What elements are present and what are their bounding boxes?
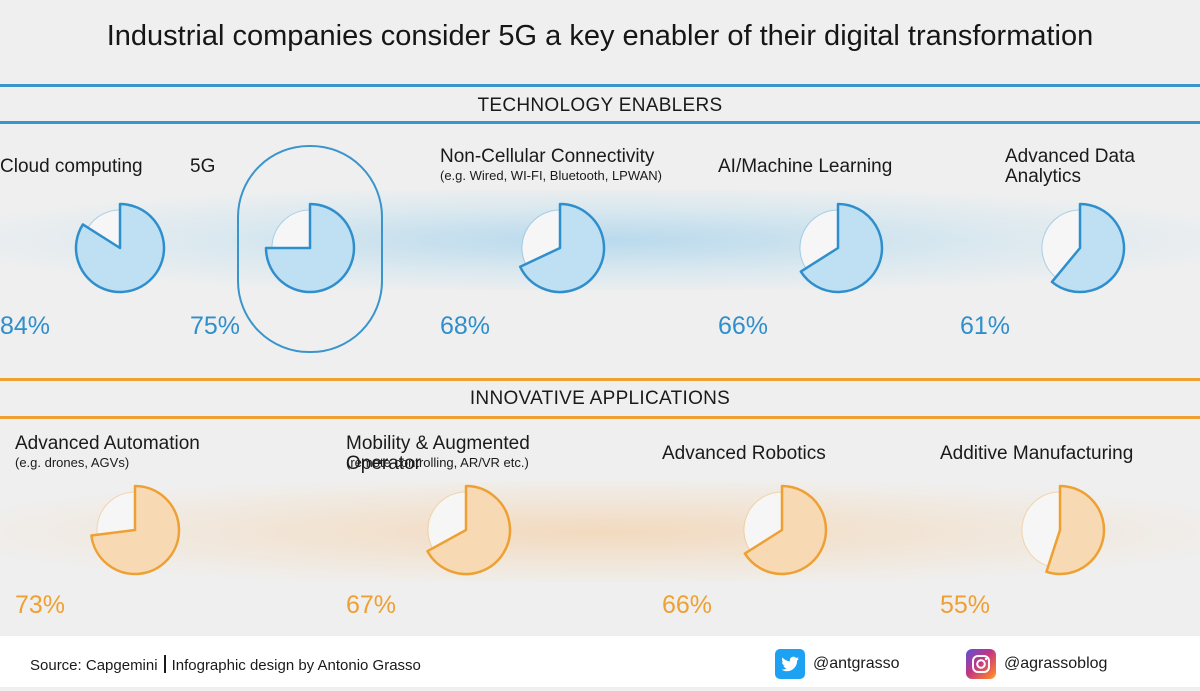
non-cellular-connectivity-remainder-slice <box>521 209 561 265</box>
separator <box>163 655 166 673</box>
twitter-link[interactable]: @antgrasso <box>775 648 900 680</box>
section-title-technology: TECHNOLOGY ENABLERS <box>477 95 723 116</box>
section-title-applications: INNOVATIVE APPLICATIONS <box>469 388 731 409</box>
mobility-augmented-operator-pie <box>426 484 512 576</box>
pie-value-label: 73% <box>15 591 66 619</box>
twitter-icon <box>775 648 805 679</box>
pie-value-label: 68% <box>440 312 491 340</box>
mobility-augmented-operator-value-slice <box>426 484 512 576</box>
advanced-robotics-value-slice <box>743 484 828 576</box>
pie-label: 5G <box>190 156 216 177</box>
advanced-data-analytics-value-slice <box>1050 202 1126 294</box>
advanced-automation-remainder-slice <box>96 491 136 536</box>
page-title: Industrial companies consider 5G a key e… <box>106 20 1094 52</box>
instagram-icon <box>966 648 996 679</box>
divider <box>0 416 1200 419</box>
pie-label: Non-Cellular Connectivity <box>440 146 655 167</box>
pie-value-label: 66% <box>718 312 769 340</box>
footer <box>0 636 1200 687</box>
ai-machine-learning-pie <box>799 202 884 294</box>
divider <box>0 121 1200 124</box>
pie-label: Mobility & Augmented Operator <box>346 433 530 474</box>
pie-value-label: 66% <box>662 591 713 619</box>
pie-value-label: 67% <box>346 591 397 619</box>
source-text: Source: Capgemini <box>30 657 158 674</box>
pie-sublabel: (remote controlling, AR/VR etc.) <box>346 455 529 470</box>
pie-value-label: 61% <box>960 312 1011 340</box>
instagram-handle: @agrassoblog <box>1004 655 1108 672</box>
divider <box>0 84 1200 87</box>
pie-label: Cloud computing <box>0 156 143 177</box>
pie-sublabel: (e.g. drones, AGVs) <box>15 455 130 470</box>
highlight-outline-5g <box>237 145 383 353</box>
pie-label: Advanced Data Analytics <box>1005 146 1135 187</box>
cloud-computing-pie <box>74 202 166 294</box>
5g-remainder-slice <box>271 209 311 249</box>
source-credit: Source: Capgemini Infographic design by A… <box>30 655 421 674</box>
cloud-computing-value-slice <box>74 202 166 294</box>
pie-value-label: 75% <box>190 312 241 340</box>
highlight-band <box>0 482 1200 582</box>
credit-text: Infographic design by Antonio Grasso <box>171 657 421 674</box>
additive-manufacturing-remainder-slice <box>1021 491 1061 567</box>
5g-value-slice <box>264 202 356 294</box>
pie-label: Additive Manufacturing <box>940 443 1134 464</box>
ai-machine-learning-value-slice <box>799 202 884 294</box>
instagram-link[interactable]: @agrassoblog <box>966 648 1107 680</box>
additive-manufacturing-pie <box>1021 484 1106 576</box>
additive-manufacturing-value-slice <box>1045 484 1106 576</box>
advanced-data-analytics-remainder-slice <box>1041 209 1081 278</box>
twitter-handle: @antgrasso <box>813 655 900 672</box>
non-cellular-connectivity-value-slice <box>518 202 606 294</box>
pie-label: Advanced Robotics <box>662 443 826 464</box>
pie-value-label: 84% <box>0 312 51 340</box>
divider <box>0 378 1200 381</box>
pie-value-label: 55% <box>940 591 991 619</box>
pie-label: Advanced Automation <box>15 433 200 454</box>
5g-pie <box>264 202 356 294</box>
advanced-automation-value-slice <box>90 484 181 576</box>
advanced-automation-pie <box>90 484 181 576</box>
non-cellular-connectivity-pie <box>518 202 606 294</box>
advanced-robotics-pie <box>743 484 828 576</box>
pie-label: AI/Machine Learning <box>718 156 893 177</box>
advanced-data-analytics-pie <box>1041 202 1126 294</box>
pie-sublabel: (e.g. Wired, WI-FI, Bluetooth, LPWAN) <box>440 168 663 183</box>
